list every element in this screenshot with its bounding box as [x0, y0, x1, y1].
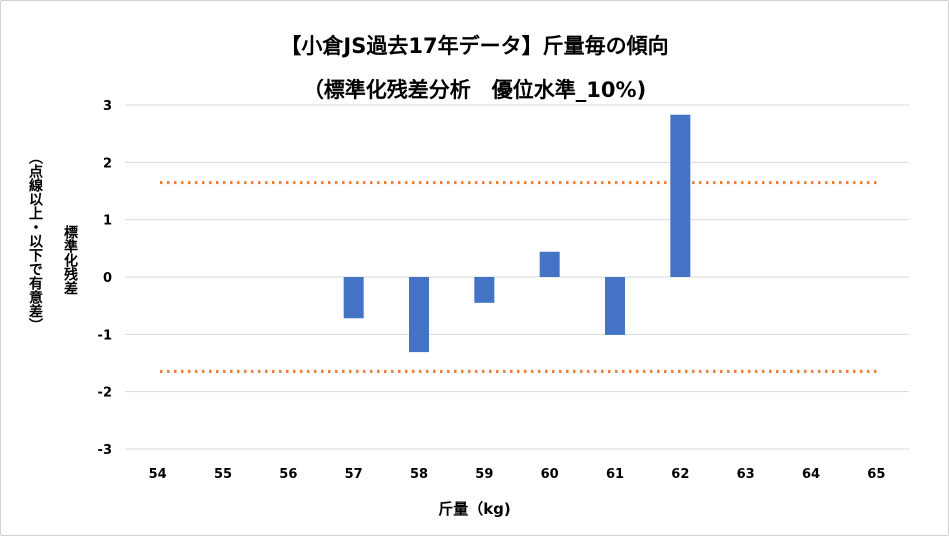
x-tick-label: 54: [149, 467, 167, 482]
y-axis-subtitle: （点線以上・以下で有意差）: [27, 150, 43, 332]
x-tick-label: 57: [345, 467, 363, 482]
bar-61: [605, 277, 625, 335]
x-tick-label: 65: [867, 467, 885, 482]
y-tick-label: -2: [98, 386, 112, 401]
chart-title: 【小倉JS過去17年データ】斤量毎の傾向: [280, 34, 669, 58]
y-tick-label: 1: [103, 214, 112, 229]
y-tick-label: -1: [98, 328, 112, 343]
bar-60: [539, 251, 560, 277]
x-tick-label: 58: [410, 467, 428, 482]
bar-59: [474, 277, 495, 303]
x-axis-title: 斤量（kg): [438, 500, 511, 518]
x-tick-label: 62: [671, 467, 689, 482]
x-tick-label: 59: [475, 467, 493, 482]
chart-subtitle: （標準化残差分析 優位水準_10%): [302, 78, 647, 102]
bar-62: [670, 114, 691, 277]
x-tick-label: 64: [802, 467, 820, 482]
y-tick-label: 2: [103, 156, 112, 171]
x-tick-label: 56: [279, 467, 297, 482]
y-axis-title: 標準化残差: [62, 225, 78, 295]
x-tick-label: 61: [606, 467, 624, 482]
x-tick-label: 63: [737, 467, 755, 482]
x-tick-label: 60: [541, 467, 559, 482]
y-tick-label: 0: [103, 271, 112, 286]
x-tick-label: 55: [214, 467, 232, 482]
bar-57: [343, 277, 364, 319]
y-tick-label: -3: [98, 443, 112, 458]
y-tick-label: 3: [103, 99, 112, 114]
bar-58: [409, 277, 429, 353]
